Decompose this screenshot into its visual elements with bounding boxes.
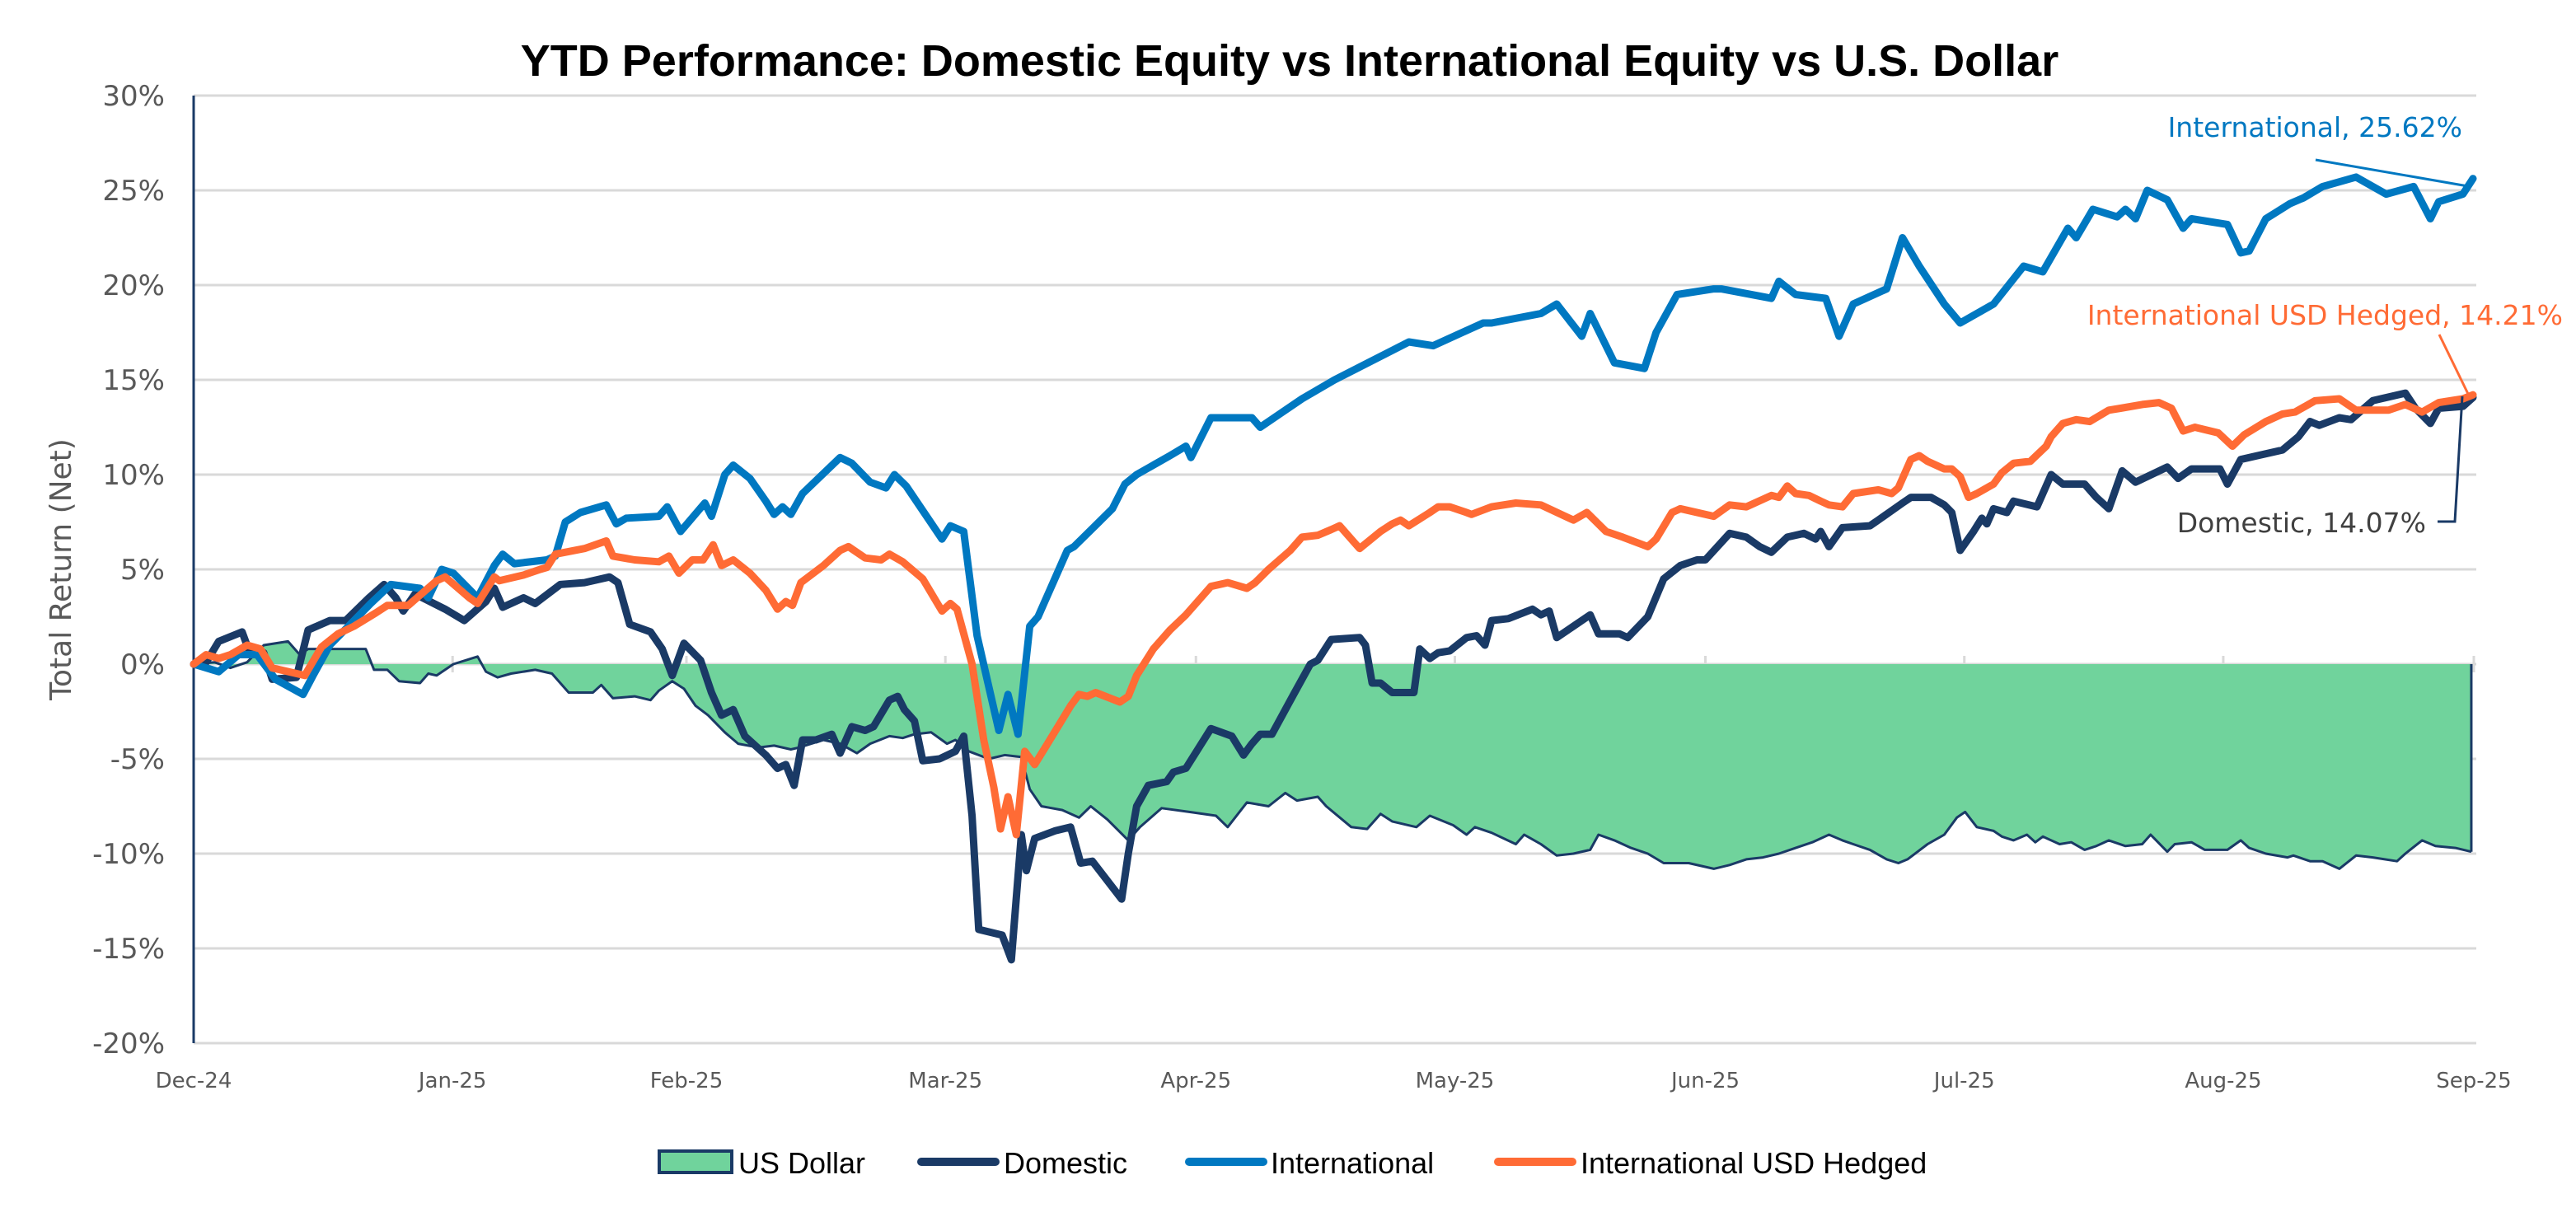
domestic-callout-leader — [2438, 396, 2464, 523]
y-tick-label: 25% — [102, 175, 165, 208]
y-axis-ticks: 30% 25% 20% 15% 10% 5% 0% -5% -10% -15% -20% — [92, 80, 165, 1060]
domestic-callout-label: Domestic, 14.07% — [2177, 507, 2426, 539]
legend-label-domestic: Domestic — [1004, 1146, 1127, 1180]
y-tick-label: 10% — [102, 459, 165, 492]
x-tick-label: Jul-25 — [1932, 1069, 1995, 1093]
x-tick-label: Sep-25 — [2436, 1069, 2511, 1093]
international-callout-leader — [2315, 158, 2469, 188]
series-line-international — [190, 173, 2477, 738]
y-tick-label: 20% — [102, 269, 165, 302]
y-tick-label: 0% — [120, 648, 165, 681]
y-tick-label: -15% — [92, 933, 165, 966]
x-tick-label: May-25 — [1416, 1069, 1495, 1093]
x-axis-ticks: Dec-24 Jan-25 Feb-25 Mar-25 Apr-25 May-25 Jun-… — [156, 1069, 2512, 1093]
chart-title: YTD Performance: Domestic Equity vs Inte… — [521, 36, 2058, 86]
series-line-domestic — [190, 389, 2477, 964]
x-tick-label: Aug-25 — [2185, 1069, 2261, 1093]
y-tick-label: 5% — [120, 554, 165, 587]
hedged-callout-label: International USD Hedged, 14.21% — [2087, 299, 2563, 331]
series-area-us-dollar — [194, 641, 2471, 869]
legend-label-hedged: International USD Hedged — [1581, 1146, 1927, 1180]
legend-label-international: International — [1271, 1146, 1434, 1180]
series-lines — [190, 173, 2477, 964]
x-tick-label: Apr-25 — [1160, 1069, 1231, 1093]
legend-swatch-us-dollar — [658, 1149, 733, 1174]
hedged-callout-leader — [2438, 334, 2470, 395]
y-tick-label: -5% — [110, 743, 165, 776]
x-tick-label: Feb-25 — [650, 1069, 724, 1093]
us-dollar-area-layer — [193, 639, 2473, 870]
series-line-international-usd-hedged — [190, 391, 2477, 839]
x-tick-label: Jun-25 — [1670, 1069, 1740, 1093]
x-tick-label: Dec-24 — [156, 1069, 232, 1093]
series-area-edge-us-dollar — [193, 639, 2472, 870]
callouts: International, 25.62% International USD … — [2087, 111, 2563, 539]
legend-label-us-dollar: US Dollar — [738, 1146, 865, 1180]
y-tick-label: 30% — [102, 80, 165, 113]
y-tick-label: -20% — [92, 1027, 165, 1060]
y-axis-label: Total Return (Net) — [44, 438, 78, 701]
legend: US Dollar Domestic International Interna… — [658, 1146, 1927, 1180]
y-tick-label: 15% — [102, 364, 165, 397]
x-tick-label: Jan-25 — [417, 1069, 487, 1093]
x-tick-label: Mar-25 — [908, 1069, 982, 1093]
international-callout-label: International, 25.62% — [2168, 111, 2462, 143]
y-tick-label: -10% — [92, 838, 165, 871]
